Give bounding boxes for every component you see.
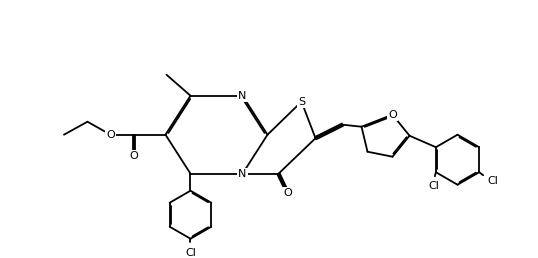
Text: O: O xyxy=(283,188,292,198)
Text: N: N xyxy=(238,169,247,179)
Text: Cl: Cl xyxy=(428,181,439,191)
Text: N: N xyxy=(238,91,247,101)
Text: S: S xyxy=(298,97,305,107)
Text: O: O xyxy=(388,110,397,120)
Text: Cl: Cl xyxy=(185,248,196,258)
Text: O: O xyxy=(106,130,115,140)
Text: Cl: Cl xyxy=(488,176,499,186)
Text: O: O xyxy=(130,151,138,161)
